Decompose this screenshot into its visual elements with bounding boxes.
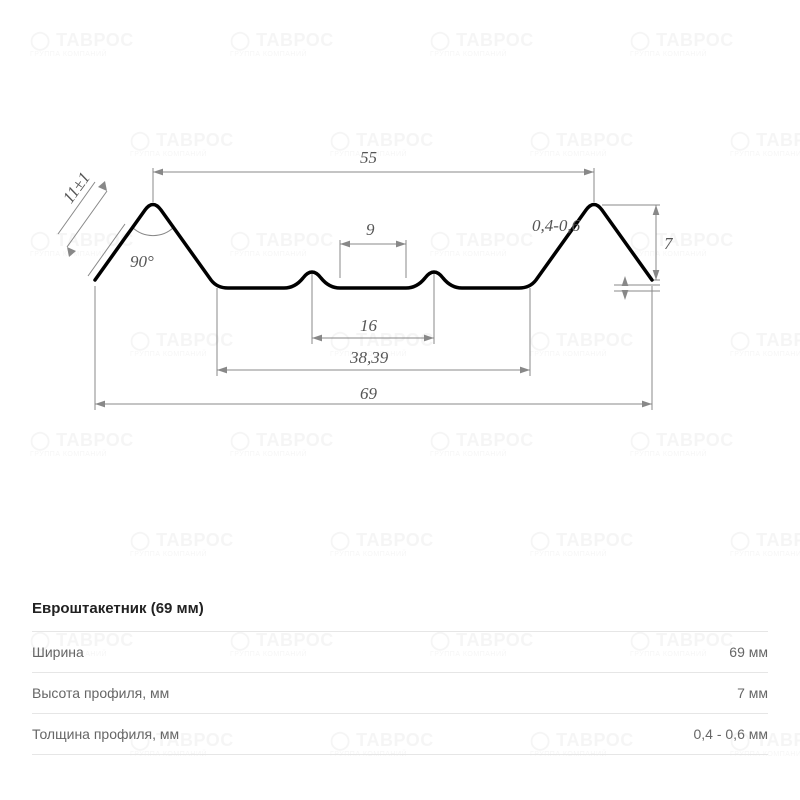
- spec-value: 0,4 - 0,6 мм: [693, 726, 768, 742]
- spec-row: Ширина 69 мм: [32, 631, 768, 672]
- dim-90deg: 90°: [130, 252, 154, 272]
- dim-16: 16: [360, 316, 377, 336]
- spec-label: Ширина: [32, 644, 84, 660]
- profile-diagram: 55 11±1 90° 9 0,4-0,6 7 16 38,39 69: [0, 0, 800, 560]
- dim-9: 9: [366, 220, 375, 240]
- spec-row: Высота профиля, мм 7 мм: [32, 672, 768, 713]
- specs-section: Евроштакетник (69 мм) Ширина 69 мм Высот…: [32, 600, 768, 755]
- spec-value: 7 мм: [737, 685, 768, 701]
- specs-title: Евроштакетник (69 мм): [32, 600, 768, 617]
- profile-svg: [0, 0, 800, 560]
- spec-value: 69 мм: [729, 644, 768, 660]
- dim-thickness: 0,4-0,6: [532, 216, 580, 236]
- spec-label: Толщина профиля, мм: [32, 726, 179, 742]
- dim-7: 7: [664, 234, 673, 254]
- dim-38: 38,39: [350, 348, 388, 368]
- spec-label: Высота профиля, мм: [32, 685, 169, 701]
- spec-row: Толщина профиля, мм 0,4 - 0,6 мм: [32, 713, 768, 755]
- dim-69: 69: [360, 384, 377, 404]
- dim-55: 55: [360, 148, 377, 168]
